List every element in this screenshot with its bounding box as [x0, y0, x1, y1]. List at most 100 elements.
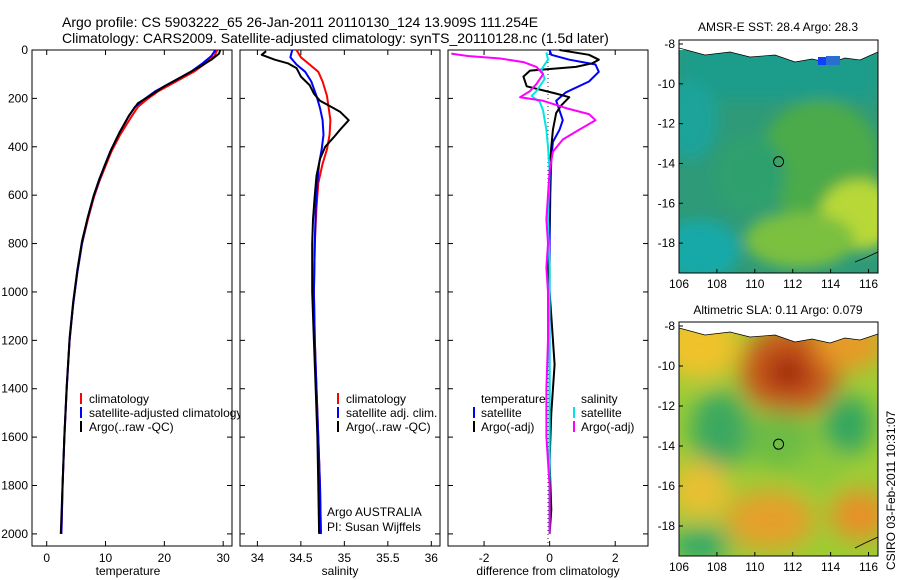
salinity-tick-group: 34 34.5 35 35.5 36: [240, 49, 440, 565]
salinity-legend: climatology satellite adj. clim. Argo(..…: [327, 392, 437, 534]
x-tick-label: 34.5: [289, 551, 313, 565]
sst-blob: [715, 135, 785, 215]
map-x-tick-label: 110: [745, 560, 764, 574]
sla-blob: [679, 322, 740, 380]
map-y-tick-label: -10: [658, 77, 676, 91]
map-y-tick-label: -18: [658, 236, 676, 250]
sla-blob: [766, 354, 810, 390]
temperature-xlabel: temperature: [96, 564, 161, 578]
map-y-tick-label: -14: [658, 156, 676, 170]
series-temperature-argo-adj: [522, 49, 600, 534]
legend-label-temp-satellite: satellite: [481, 406, 522, 420]
sla-land: [679, 322, 878, 344]
map-y-tick-label: -16: [658, 196, 676, 210]
sst-coastline: [854, 251, 878, 263]
map-x-tick-label: 116: [859, 560, 878, 574]
sla-blob: [823, 395, 873, 455]
sla-blob: [679, 527, 730, 556]
sla-blob: [725, 490, 815, 550]
sst-map-ticks: 106 108 110 112 114 116 -8 -10 -12 -14 -16 -18: [658, 37, 879, 291]
legend-label-satellite: satellite adj. clim.: [346, 406, 437, 420]
float-owner-annotation: Argo AUSTRALIA: [327, 505, 422, 519]
series-argo-raw-qc: [59, 49, 222, 534]
difference-series-group: [451, 49, 600, 534]
x-tick-label: 36: [425, 551, 439, 565]
map-x-tick-label: 116: [859, 277, 878, 291]
map-x-tick-label: 112: [783, 560, 802, 574]
sla-blob: [795, 450, 845, 490]
sst-map-title: AMSR-E SST: 28.4 Argo: 28.3: [698, 20, 858, 34]
salinity-xlabel: salinity: [322, 564, 359, 578]
map-y-tick-label: -12: [658, 117, 676, 131]
sla-argo-location-marker: [773, 438, 785, 450]
temperature-panel: 0 10 20 30 0 200 400 600 800 1000 1200 1400 1600 1800…: [1, 43, 242, 578]
legend-label-argo: Argo(..raw -QC): [89, 420, 174, 434]
footer-credit: CSIRO 03-Feb-2011 10:31:07: [884, 410, 898, 570]
sla-blob: [690, 390, 750, 470]
legend-label-argo: Argo(..raw -QC): [346, 420, 431, 434]
y-tick-label: 1600: [1, 430, 28, 444]
sla-blob: [679, 460, 730, 520]
temperature-axes-frame: [31, 49, 233, 547]
sla-blob: [745, 410, 815, 470]
difference-tick-group: -2 0 2: [448, 49, 648, 565]
sla-blob: [830, 490, 878, 540]
x-tick-label: 35: [338, 551, 352, 565]
sst-blob: [745, 212, 855, 268]
map-y-tick-label: -10: [658, 359, 676, 373]
map-y-tick-label: -14: [658, 439, 676, 453]
sst-map-frame: [678, 39, 879, 274]
sst-land: [818, 57, 826, 65]
sla-map-frame: [678, 321, 879, 557]
legend-label-climatology: climatology: [346, 392, 406, 406]
y-tick-label: 400: [8, 140, 28, 154]
map-x-tick-label: 114: [821, 560, 840, 574]
sst-land: [826, 56, 840, 65]
series-argo-raw-qc: [260, 50, 350, 534]
x-tick-label: 30: [216, 551, 230, 565]
salinity-axes-frame: [239, 49, 441, 547]
y-tick-label: 0: [21, 43, 28, 57]
difference-xlabel: difference from climatology: [476, 564, 619, 578]
y-tick-label: 1200: [1, 333, 28, 347]
sla-map-panel: Altimetric SLA: 0.11 Argo: 0.079: [658, 303, 879, 574]
map-x-tick-label: 110: [745, 277, 764, 291]
sla-map-title: Altimetric SLA: 0.11 Argo: 0.079: [693, 303, 863, 317]
x-tick-label: 35.5: [376, 551, 400, 565]
sla-coastline: [854, 536, 878, 549]
x-tick-label: 20: [158, 551, 172, 565]
x-tick-label: 34: [251, 551, 265, 565]
sst-blob: [679, 220, 740, 273]
map-x-tick-label: 108: [707, 277, 727, 291]
difference-legend: temperature satellite Argo(-adj) salinit…: [473, 392, 634, 434]
y-tick-label: 2000: [1, 527, 28, 541]
y-tick-label: 1000: [1, 285, 28, 299]
header-line-1: Argo profile: CS 5903222_65 26-Jan-2011 …: [62, 14, 538, 30]
difference-panel: -2 0 2 temperature satellite Argo(-adj) sa…: [447, 49, 649, 578]
x-tick-label: -2: [479, 551, 490, 565]
pi-annotation: PI: Susan Wijffels: [327, 520, 421, 534]
sst-map-panel: AMSR-E SST: 28.4 Argo: 28.3 106 108 110 112…: [658, 20, 879, 291]
legend-label-sal-argo: Argo(-adj): [581, 420, 634, 434]
y-tick-label: 1400: [1, 382, 28, 396]
map-y-tick-label: -12: [658, 399, 676, 413]
map-y-tick-label: -18: [658, 519, 676, 533]
map-x-tick-label: 114: [821, 277, 840, 291]
sla-map-ticks: 106 108 110 112 114 116 -8 -10 -12 -14 -16 -18: [658, 319, 879, 574]
x-tick-label: 0: [43, 551, 50, 565]
legend-label-sal-satellite: satellite: [581, 406, 622, 420]
y-tick-label: 1800: [1, 479, 28, 493]
temperature-legend: climatology satellite-adjusted climatolo…: [80, 392, 242, 434]
map-x-tick-label: 106: [669, 560, 689, 574]
legend-heading-temperature: temperature: [481, 392, 546, 406]
y-tick-label: 800: [8, 237, 28, 251]
map-x-tick-label: 108: [707, 560, 727, 574]
salinity-panel: 34 34.5 35 35.5 36 climatology satellite adj…: [239, 49, 441, 578]
sst-heatmap: [679, 40, 878, 273]
x-tick-label: 2: [612, 551, 619, 565]
x-tick-label: 10: [99, 551, 113, 565]
y-tick-label: 200: [8, 91, 28, 105]
map-x-tick-label: 106: [669, 277, 689, 291]
legend-label-satellite: satellite-adjusted climatology: [89, 406, 242, 420]
